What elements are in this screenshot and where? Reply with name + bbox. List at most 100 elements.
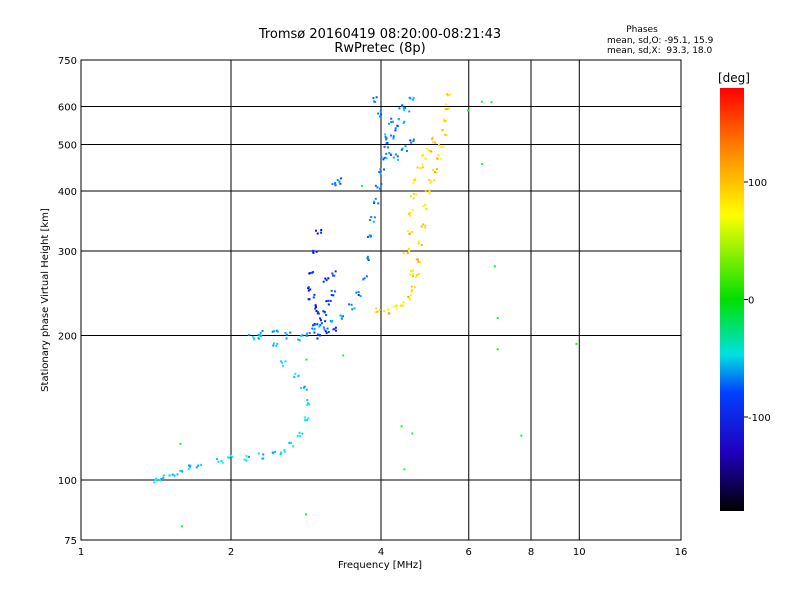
x-tick-label: 2 [228, 547, 234, 558]
data-point [325, 279, 328, 282]
data-point [411, 432, 414, 435]
data-point [259, 334, 262, 337]
phase-stats-o: mean, sd,O: -95.1, 15.9 [607, 36, 714, 46]
data-point [331, 272, 334, 275]
data-point [298, 434, 301, 437]
data-point [366, 257, 369, 260]
data-point [342, 354, 345, 357]
data-point [408, 249, 411, 252]
data-point [331, 319, 334, 322]
data-point [288, 441, 291, 444]
data-point [439, 145, 442, 148]
data-point [380, 183, 383, 186]
data-point [153, 481, 156, 484]
data-point [298, 339, 301, 342]
data-point [432, 168, 435, 171]
data-point [326, 327, 329, 330]
data-point [262, 457, 265, 460]
data-point [386, 141, 389, 144]
data-point [320, 322, 323, 325]
data-point [421, 163, 424, 166]
data-point [330, 294, 333, 297]
data-point [316, 312, 319, 315]
data-point [420, 155, 423, 158]
data-point [313, 327, 316, 330]
data-point [444, 103, 447, 106]
data-point [385, 138, 388, 141]
data-point [428, 189, 431, 192]
data-points [153, 93, 578, 528]
data-point [414, 177, 417, 180]
data-point [293, 376, 296, 379]
data-point [312, 271, 315, 274]
data-point [409, 214, 412, 217]
data-point [386, 146, 389, 149]
data-point [160, 477, 163, 480]
data-point [316, 232, 319, 235]
data-point [229, 454, 232, 457]
data-point [285, 333, 288, 336]
data-point [280, 360, 283, 363]
data-point [413, 286, 416, 289]
data-point [407, 295, 410, 298]
data-point [375, 96, 378, 99]
data-point [316, 333, 319, 336]
data-point [382, 158, 385, 161]
data-point [387, 308, 390, 311]
data-point [338, 180, 341, 183]
data-point [389, 154, 392, 157]
data-point [312, 251, 315, 254]
data-point [312, 249, 315, 252]
colorbar-tick-label: 100 [748, 178, 767, 189]
data-point [369, 234, 372, 237]
data-point [373, 202, 376, 205]
data-point [301, 432, 304, 435]
data-point [168, 474, 171, 477]
data-point [329, 319, 332, 322]
colorbar [720, 88, 744, 511]
data-point [415, 276, 418, 279]
data-point [410, 141, 413, 144]
y-axis-label: Stationary phase Virtual Height [km] [40, 208, 51, 392]
data-point [422, 205, 425, 208]
x-tick-label: 10 [573, 547, 586, 558]
data-point [415, 193, 418, 196]
data-point [368, 234, 371, 237]
data-point [306, 403, 309, 406]
data-point [171, 473, 174, 476]
data-point [309, 288, 312, 291]
data-point [402, 301, 405, 304]
data-point [308, 403, 311, 406]
data-point [334, 290, 337, 293]
data-point [412, 273, 415, 276]
data-point [273, 330, 276, 333]
data-point [400, 148, 403, 151]
data-point [154, 478, 157, 481]
data-point [373, 200, 376, 203]
data-point [276, 330, 279, 333]
data-point [394, 129, 397, 132]
data-point [259, 331, 262, 334]
data-point [334, 329, 337, 332]
data-point [377, 112, 380, 115]
data-point [444, 108, 447, 111]
data-point [334, 326, 337, 329]
colorbar-label: [deg] [718, 71, 750, 85]
data-point [307, 289, 310, 292]
data-point [403, 109, 406, 112]
data-point [179, 469, 182, 472]
data-point [575, 342, 578, 345]
data-point [303, 416, 306, 419]
data-point [383, 156, 386, 159]
data-point [294, 372, 297, 375]
x-tick-label: 8 [528, 547, 534, 558]
data-point [314, 304, 317, 307]
data-point [427, 149, 430, 152]
data-point [319, 334, 322, 337]
data-point [417, 242, 420, 245]
data-point [301, 334, 304, 337]
data-point [411, 275, 414, 278]
data-point [442, 145, 445, 148]
data-point [423, 203, 426, 206]
data-point [332, 274, 335, 277]
